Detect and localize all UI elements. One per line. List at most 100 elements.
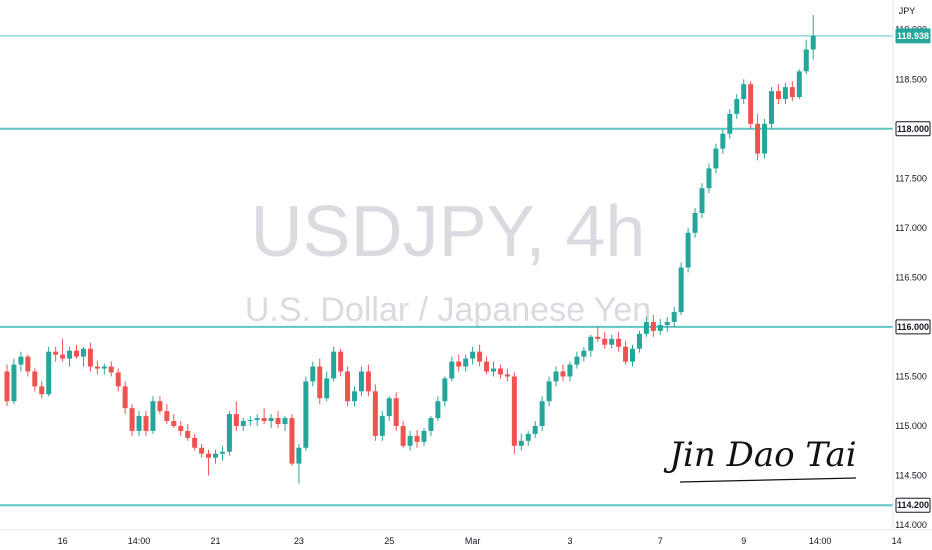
candle-body [470, 351, 476, 359]
candle-body [518, 440, 524, 446]
candle-body [671, 312, 677, 322]
candle [4, 364, 10, 407]
candle-body [39, 386, 45, 395]
candle [331, 346, 337, 382]
candle-body [60, 354, 66, 359]
candle-body [421, 430, 427, 442]
candle [504, 368, 510, 382]
y-tick-label: 117.500 [895, 173, 927, 183]
x-tick-label: 14:00 [128, 536, 151, 546]
horizontal-levels[interactable] [0, 35, 893, 507]
candle-body [796, 71, 802, 98]
signature-underline [679, 477, 857, 483]
candle-body [213, 453, 218, 458]
y-tick-label: 115.000 [895, 421, 927, 431]
candle [755, 113, 761, 161]
candle [171, 414, 177, 428]
candle [532, 421, 538, 438]
candle [643, 317, 649, 337]
level-price-tag [895, 497, 931, 513]
candle [25, 354, 31, 377]
candle [511, 372, 517, 454]
candle [567, 361, 573, 382]
candle [664, 317, 670, 332]
candle [67, 346, 73, 367]
candle [303, 376, 309, 451]
candle-body [525, 433, 531, 441]
candle-body [199, 447, 205, 454]
candle-body [532, 425, 538, 434]
candle-body [372, 391, 378, 436]
candle-body [567, 364, 573, 377]
candle-body [352, 391, 357, 402]
candle-body [442, 378, 448, 402]
candle [650, 315, 656, 337]
candle-body [762, 123, 768, 154]
candle-body [497, 368, 503, 375]
candle-body [226, 414, 232, 452]
candle-body [233, 414, 239, 426]
candle-body [699, 188, 705, 213]
candle [310, 361, 316, 387]
candle [108, 361, 114, 377]
candle-body [358, 371, 364, 392]
candle-body [664, 321, 670, 325]
currency-label: JPY [899, 6, 916, 16]
candle [636, 330, 642, 353]
y-tick-label: 117.000 [895, 223, 927, 233]
candle [32, 368, 38, 392]
candle [74, 344, 79, 359]
candle-body [678, 267, 684, 313]
candle [671, 307, 677, 327]
y-tick-label: 118.500 [895, 74, 927, 84]
candle-body [769, 91, 774, 124]
candle-body [282, 418, 288, 424]
candle-body [393, 398, 399, 426]
candle [518, 433, 524, 451]
candle-body [539, 401, 545, 426]
candle [497, 364, 503, 379]
candle [129, 404, 135, 436]
candle [275, 411, 281, 428]
candle-body [4, 371, 10, 402]
level-price-tag [895, 319, 931, 335]
candle-body [365, 371, 371, 392]
candle-body [741, 84, 747, 100]
y-tick-label: 114.000 [895, 520, 927, 530]
candle-body [324, 378, 330, 399]
candle-body [428, 418, 434, 431]
candle [46, 346, 52, 397]
candle [741, 79, 747, 105]
candle [616, 331, 622, 352]
candle-body [18, 356, 24, 365]
candle-body [727, 113, 733, 134]
candle-body [414, 435, 420, 442]
candle [393, 392, 399, 431]
candle [553, 366, 559, 387]
candle-body [456, 361, 462, 367]
candle-body [157, 401, 163, 412]
candle-body [219, 451, 225, 454]
candle-body [810, 35, 816, 50]
candle [178, 421, 184, 436]
candle-body [296, 447, 302, 464]
candle-body [122, 386, 128, 409]
candle [115, 368, 121, 392]
candle [775, 84, 781, 105]
price-tag-label: 118.000 [897, 124, 929, 134]
candle-body [303, 381, 309, 448]
x-tick-label: 23 [294, 536, 304, 546]
candle-body [546, 381, 552, 402]
candle [11, 358, 17, 405]
candle-body [247, 420, 253, 422]
candle [762, 118, 768, 159]
candle [338, 348, 344, 377]
candle [213, 449, 218, 464]
candle [463, 354, 469, 372]
candle [352, 386, 357, 407]
candle-body [192, 437, 198, 448]
y-tick-label: 115.500 [895, 371, 927, 381]
candle-body [80, 348, 86, 357]
